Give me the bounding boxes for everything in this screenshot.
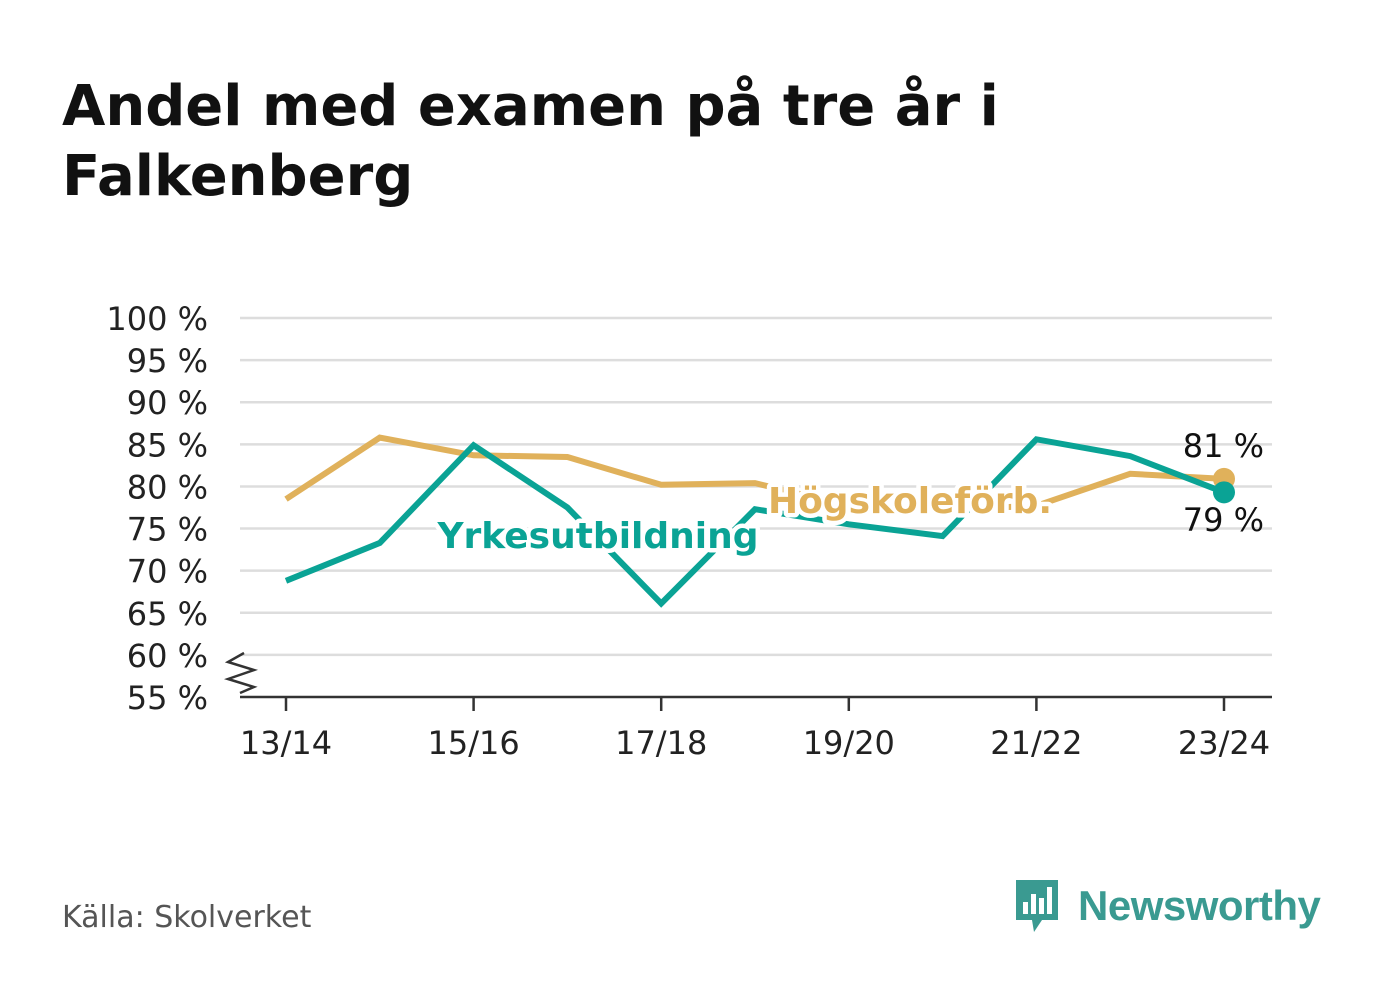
series-line-1 [284,436,1226,608]
chart-title: Andel med examen på tre år i Falkenberg [62,74,999,209]
y-tick-label: 90 % [127,384,208,422]
y-tick-label: 75 % [127,511,208,549]
x-tick-label: 21/22 [990,724,1082,762]
series-end-label-1: 79 % [1183,501,1264,539]
x-tick-label: 19/20 [803,724,895,762]
y-tick-label: 65 % [127,595,208,633]
y-tick-label: 85 % [127,426,208,464]
series-line-0 [284,434,1225,514]
brand-logo[interactable]: Newsworthy [1012,876,1321,936]
series-end-marker-1 [1213,481,1235,504]
y-tick-label: 95 % [127,342,208,380]
x-tick-label: 13/14 [240,724,332,762]
newsworthy-logo-icon [1016,880,1058,932]
x-tick-label: 17/18 [615,724,707,762]
series-name-label-0: Högskoleförb. [768,481,1052,522]
y-tick-label: 60 % [127,637,208,675]
series-end-label-0: 81 % [1183,427,1264,465]
y-tick-label: 70 % [127,553,208,591]
y-axis-break-icon [223,651,259,695]
y-tick-label: 100 % [106,300,208,338]
series-name-label-1: Yrkesutbildning [436,516,758,557]
source-note: Källa: Skolverket [62,900,312,935]
y-tick-label: 55 % [127,679,208,717]
x-tick-label: 15/16 [427,724,519,762]
x-tick-label: 23/24 [1178,724,1270,762]
brand-name: Newsworthy [1078,882,1321,929]
y-tick-label: 80 % [127,468,208,506]
